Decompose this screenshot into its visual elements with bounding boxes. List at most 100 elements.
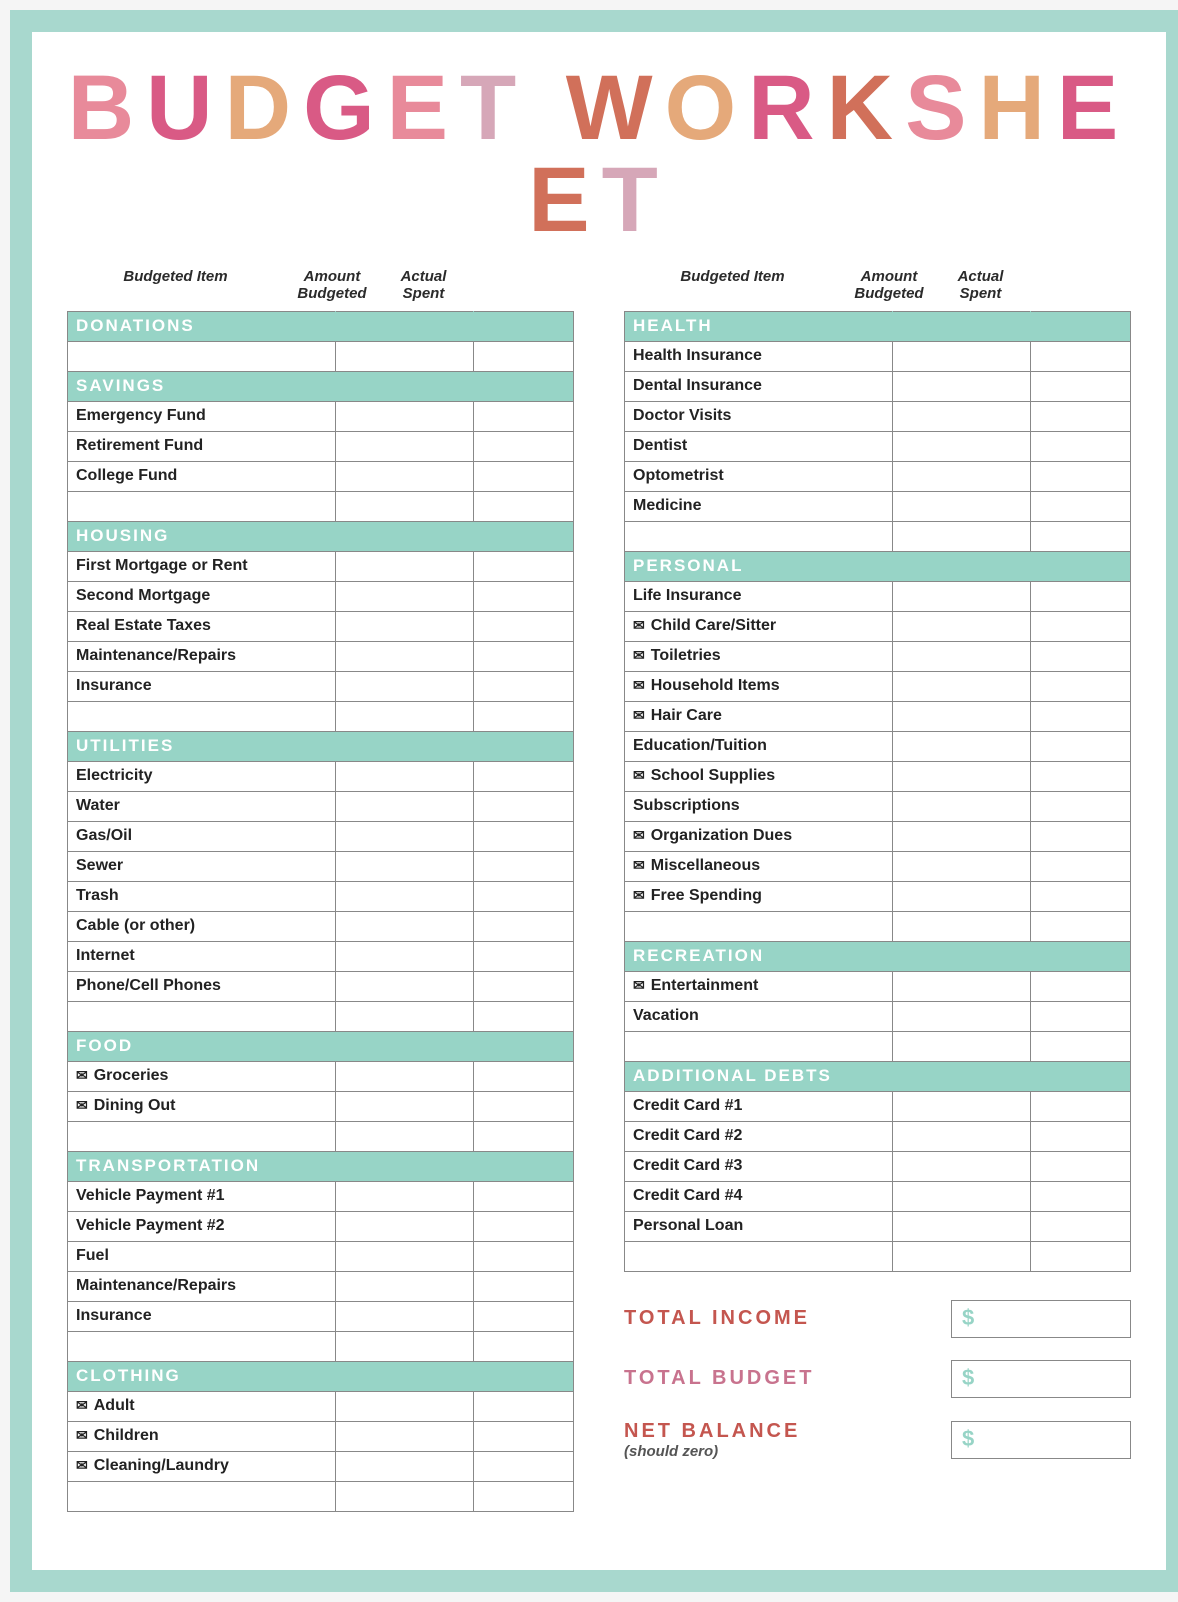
actual-spent-cell[interactable] <box>474 491 574 521</box>
actual-spent-cell[interactable] <box>1031 851 1131 881</box>
amount-budgeted-cell[interactable] <box>893 311 1031 341</box>
amount-budgeted-cell[interactable] <box>336 311 474 341</box>
amount-budgeted-cell[interactable] <box>336 1241 474 1271</box>
actual-spent-cell[interactable] <box>474 761 574 791</box>
amount-budgeted-cell[interactable] <box>336 761 474 791</box>
amount-budgeted-cell[interactable] <box>336 581 474 611</box>
actual-spent-cell[interactable] <box>1031 1121 1131 1151</box>
amount-budgeted-cell[interactable] <box>893 1091 1031 1121</box>
actual-spent-cell[interactable] <box>474 1181 574 1211</box>
amount-budgeted-cell[interactable] <box>893 611 1031 641</box>
total-value-box[interactable]: $ <box>951 1360 1131 1398</box>
actual-spent-cell[interactable] <box>1031 491 1131 521</box>
amount-budgeted-cell[interactable] <box>893 341 1031 371</box>
actual-spent-cell[interactable] <box>474 1451 574 1481</box>
actual-spent-cell[interactable] <box>474 1001 574 1031</box>
amount-budgeted-cell[interactable] <box>893 791 1031 821</box>
amount-budgeted-cell[interactable] <box>893 641 1031 671</box>
actual-spent-cell[interactable] <box>474 641 574 671</box>
amount-budgeted-cell[interactable] <box>336 341 474 371</box>
amount-budgeted-cell[interactable] <box>336 1151 474 1181</box>
amount-budgeted-cell[interactable] <box>893 581 1031 611</box>
actual-spent-cell[interactable] <box>474 431 574 461</box>
actual-spent-cell[interactable] <box>474 611 574 641</box>
actual-spent-cell[interactable] <box>1031 671 1131 701</box>
amount-budgeted-cell[interactable] <box>336 671 474 701</box>
amount-budgeted-cell[interactable] <box>336 701 474 731</box>
actual-spent-cell[interactable] <box>474 371 574 401</box>
actual-spent-cell[interactable] <box>1031 911 1131 941</box>
amount-budgeted-cell[interactable] <box>336 461 474 491</box>
actual-spent-cell[interactable] <box>474 401 574 431</box>
amount-budgeted-cell[interactable] <box>336 1361 474 1391</box>
amount-budgeted-cell[interactable] <box>336 791 474 821</box>
total-value-box[interactable]: $ <box>951 1300 1131 1338</box>
actual-spent-cell[interactable] <box>1031 731 1131 761</box>
actual-spent-cell[interactable] <box>1031 971 1131 1001</box>
amount-budgeted-cell[interactable] <box>336 431 474 461</box>
actual-spent-cell[interactable] <box>474 1391 574 1421</box>
actual-spent-cell[interactable] <box>1031 1211 1131 1241</box>
amount-budgeted-cell[interactable] <box>893 1031 1031 1061</box>
actual-spent-cell[interactable] <box>1031 791 1131 821</box>
actual-spent-cell[interactable] <box>1031 311 1131 341</box>
actual-spent-cell[interactable] <box>474 911 574 941</box>
amount-budgeted-cell[interactable] <box>893 401 1031 431</box>
amount-budgeted-cell[interactable] <box>336 941 474 971</box>
actual-spent-cell[interactable] <box>474 1421 574 1451</box>
amount-budgeted-cell[interactable] <box>336 821 474 851</box>
amount-budgeted-cell[interactable] <box>336 971 474 1001</box>
actual-spent-cell[interactable] <box>1031 701 1131 731</box>
amount-budgeted-cell[interactable] <box>893 761 1031 791</box>
actual-spent-cell[interactable] <box>1031 1181 1131 1211</box>
amount-budgeted-cell[interactable] <box>336 851 474 881</box>
actual-spent-cell[interactable] <box>1031 1001 1131 1031</box>
actual-spent-cell[interactable] <box>1031 941 1131 971</box>
amount-budgeted-cell[interactable] <box>336 881 474 911</box>
actual-spent-cell[interactable] <box>474 671 574 701</box>
actual-spent-cell[interactable] <box>474 941 574 971</box>
actual-spent-cell[interactable] <box>474 1301 574 1331</box>
actual-spent-cell[interactable] <box>474 311 574 341</box>
amount-budgeted-cell[interactable] <box>336 1481 474 1511</box>
actual-spent-cell[interactable] <box>474 1121 574 1151</box>
amount-budgeted-cell[interactable] <box>336 1181 474 1211</box>
actual-spent-cell[interactable] <box>1031 881 1131 911</box>
actual-spent-cell[interactable] <box>1031 1031 1131 1061</box>
actual-spent-cell[interactable] <box>1031 611 1131 641</box>
actual-spent-cell[interactable] <box>474 341 574 371</box>
actual-spent-cell[interactable] <box>474 821 574 851</box>
actual-spent-cell[interactable] <box>1031 641 1131 671</box>
amount-budgeted-cell[interactable] <box>336 731 474 761</box>
amount-budgeted-cell[interactable] <box>893 491 1031 521</box>
actual-spent-cell[interactable] <box>474 521 574 551</box>
amount-budgeted-cell[interactable] <box>336 1211 474 1241</box>
actual-spent-cell[interactable] <box>1031 761 1131 791</box>
amount-budgeted-cell[interactable] <box>893 881 1031 911</box>
actual-spent-cell[interactable] <box>474 731 574 761</box>
amount-budgeted-cell[interactable] <box>336 1001 474 1031</box>
amount-budgeted-cell[interactable] <box>336 1271 474 1301</box>
amount-budgeted-cell[interactable] <box>336 1301 474 1331</box>
actual-spent-cell[interactable] <box>474 1361 574 1391</box>
amount-budgeted-cell[interactable] <box>336 1391 474 1421</box>
actual-spent-cell[interactable] <box>1031 461 1131 491</box>
actual-spent-cell[interactable] <box>474 851 574 881</box>
amount-budgeted-cell[interactable] <box>336 491 474 521</box>
amount-budgeted-cell[interactable] <box>336 521 474 551</box>
actual-spent-cell[interactable] <box>1031 401 1131 431</box>
amount-budgeted-cell[interactable] <box>893 1061 1031 1091</box>
actual-spent-cell[interactable] <box>474 1331 574 1361</box>
amount-budgeted-cell[interactable] <box>893 911 1031 941</box>
amount-budgeted-cell[interactable] <box>893 1151 1031 1181</box>
amount-budgeted-cell[interactable] <box>893 971 1031 1001</box>
amount-budgeted-cell[interactable] <box>336 641 474 671</box>
amount-budgeted-cell[interactable] <box>336 551 474 581</box>
actual-spent-cell[interactable] <box>1031 341 1131 371</box>
amount-budgeted-cell[interactable] <box>336 1421 474 1451</box>
amount-budgeted-cell[interactable] <box>336 611 474 641</box>
amount-budgeted-cell[interactable] <box>893 1241 1031 1271</box>
amount-budgeted-cell[interactable] <box>893 941 1031 971</box>
amount-budgeted-cell[interactable] <box>336 371 474 401</box>
amount-budgeted-cell[interactable] <box>893 551 1031 581</box>
